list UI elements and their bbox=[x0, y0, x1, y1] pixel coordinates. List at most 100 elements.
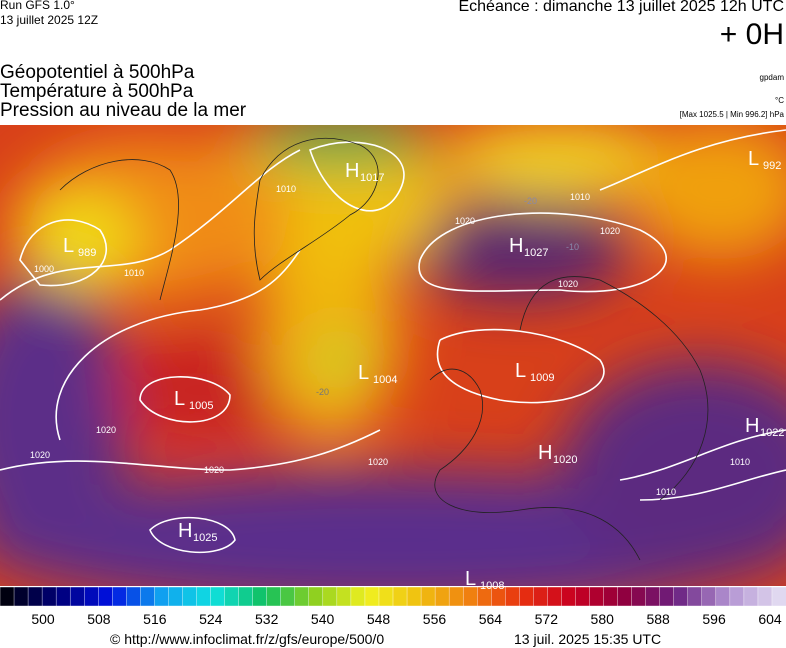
colorbar-swatch bbox=[294, 586, 310, 607]
center-letter: H bbox=[745, 415, 759, 437]
center-value: 1027 bbox=[524, 247, 548, 259]
colorbar-swatch bbox=[378, 586, 394, 607]
colorbar-swatch bbox=[631, 586, 647, 607]
colorbar-swatch bbox=[547, 586, 563, 607]
center-value: 992 bbox=[763, 160, 781, 172]
colorbar-swatch bbox=[168, 586, 184, 607]
title: Température à 500hPa bbox=[0, 81, 194, 102]
colorbar-swatch bbox=[0, 586, 15, 607]
contour-label: 1020 bbox=[455, 216, 475, 226]
colorbar-swatch bbox=[154, 586, 170, 607]
center-value: 1025 bbox=[193, 532, 217, 544]
colorbar-swatch bbox=[715, 586, 731, 607]
colorbar-swatch bbox=[757, 586, 773, 607]
center-letter: L bbox=[63, 235, 74, 257]
colorbar-tick-label: 580 bbox=[591, 611, 615, 627]
timestamp: 13 juil. 2025 15:35 UTC bbox=[514, 631, 662, 647]
colorbar-swatch bbox=[41, 586, 57, 607]
colorbar-swatch bbox=[406, 586, 422, 607]
contour-label: 1020 bbox=[600, 226, 620, 236]
contour-label: 1010 bbox=[570, 192, 590, 202]
center-value: 1008 bbox=[480, 580, 504, 592]
colorbar-swatch bbox=[84, 586, 99, 607]
colorbar-swatch bbox=[673, 586, 689, 607]
colorbar-swatch bbox=[364, 586, 380, 607]
run-date: 13 juillet 2025 12Z bbox=[0, 13, 99, 27]
colorbar-swatch bbox=[13, 586, 29, 607]
colorbar-swatch bbox=[140, 586, 156, 607]
colorbar-swatch bbox=[224, 586, 240, 607]
contour-label: 1020 bbox=[204, 465, 224, 475]
colorbar-swatch bbox=[112, 586, 128, 607]
colorbar-swatch bbox=[729, 586, 745, 607]
colorbar-tick-label: 596 bbox=[702, 611, 726, 627]
colorbar-tick-label: 572 bbox=[535, 611, 559, 627]
center-letter: H bbox=[509, 235, 523, 257]
center-letter: H bbox=[178, 520, 192, 542]
colorbar-swatch bbox=[617, 586, 633, 607]
colorbar-tick-label: 532 bbox=[255, 611, 279, 627]
isobars bbox=[0, 129, 786, 554]
contour-label: 1010 bbox=[656, 487, 676, 497]
contour-label: -20 bbox=[524, 196, 537, 206]
center-letter: L bbox=[465, 568, 476, 590]
contour-label: 1010 bbox=[276, 184, 296, 194]
colorbar-swatch bbox=[659, 586, 675, 607]
colorbar: 500 508 516 524 532 540 548 556 564 572 580 588 596 6… bbox=[0, 586, 786, 627]
colorbar-swatch bbox=[392, 586, 408, 607]
colorbar-swatch bbox=[55, 586, 71, 607]
contour-label: 1000 bbox=[34, 264, 54, 274]
colorbar-tick-label: 540 bbox=[311, 611, 335, 627]
colorbar-swatch bbox=[420, 586, 436, 607]
colorbar-swatch bbox=[561, 586, 577, 607]
colorbar-swatch bbox=[743, 586, 759, 607]
colorbar-swatch bbox=[27, 586, 43, 607]
lead-time: + 0H bbox=[719, 18, 784, 51]
center-value: 1022 bbox=[760, 427, 784, 439]
center-value: 989 bbox=[78, 247, 96, 259]
center-letter: L bbox=[515, 360, 526, 382]
colorbar-tick-label: 604 bbox=[758, 611, 782, 627]
title: Pression au niveau de la mer bbox=[0, 100, 247, 121]
colorbar-swatch bbox=[603, 586, 619, 607]
source-url: © http://www.infoclimat.fr/z/gfs/europe/… bbox=[110, 631, 385, 647]
center-letter: H bbox=[538, 442, 552, 464]
colorbar-swatch bbox=[266, 586, 282, 607]
colorbar-swatch bbox=[238, 586, 254, 607]
contour-label: 1020 bbox=[30, 450, 50, 460]
center-value: 1017 bbox=[360, 172, 384, 184]
center-letter: L bbox=[358, 362, 369, 384]
contour-label: 1020 bbox=[368, 457, 388, 467]
echeance: Echéance : dimanche 13 juillet 2025 12h … bbox=[458, 0, 784, 15]
center-value: 1005 bbox=[189, 400, 213, 412]
title: Géopotentiel à 500hPa bbox=[0, 62, 195, 83]
unit: gpdam bbox=[759, 73, 784, 82]
colorbar-swatch bbox=[687, 586, 703, 607]
colorbar-tick-label: 516 bbox=[143, 611, 167, 627]
colorbar-swatch bbox=[701, 586, 717, 607]
colorbar-swatch bbox=[252, 586, 268, 607]
colorbar-swatch bbox=[196, 586, 212, 607]
colorbar-tick-label: 588 bbox=[646, 611, 670, 627]
colorbar-swatch bbox=[182, 586, 198, 607]
contour-label: 1010 bbox=[124, 268, 144, 278]
colorbar-tick-label: 548 bbox=[367, 611, 391, 627]
unit: °C bbox=[775, 96, 784, 105]
field bbox=[0, 125, 786, 586]
contour-labels: 1010 1010 1020 1010 1020 1020 1020 1020 1020 1020… bbox=[30, 184, 750, 497]
colorbar-swatch bbox=[448, 586, 464, 607]
colorbar-swatch bbox=[589, 586, 605, 607]
colorbar-swatch bbox=[645, 586, 661, 607]
contour-label: -10 bbox=[566, 242, 579, 252]
colorbar-tick-label: 564 bbox=[479, 611, 503, 627]
center-letter: L bbox=[748, 148, 759, 170]
colorbar-swatch bbox=[308, 586, 324, 607]
colorbar-swatch bbox=[210, 586, 226, 607]
colorbar-swatch bbox=[126, 586, 142, 607]
colorbar-swatch bbox=[519, 586, 535, 607]
colorbar-swatch bbox=[336, 586, 352, 607]
contour-label: -20 bbox=[316, 387, 329, 397]
